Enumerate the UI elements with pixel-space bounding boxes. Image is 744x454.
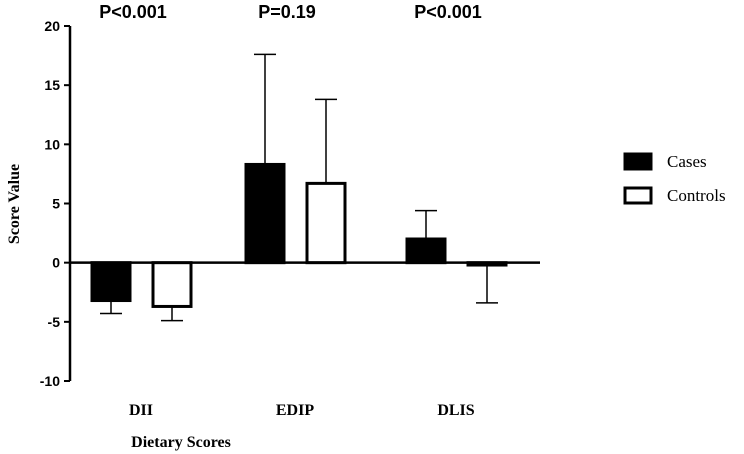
bar-cases-dii: [90, 261, 132, 303]
y-tick-label: 10: [44, 136, 60, 152]
plot-area: -10 -5 0 5 10 15 20 DII EDIP DLIS P<0.001 P=0.19 P<0…: [40, 2, 540, 419]
y-tick-label: 15: [44, 77, 60, 93]
bar-cases-dlis: [405, 237, 447, 265]
x-axis-label: Dietary Scores: [131, 434, 231, 451]
y-axis-label: Score Value: [6, 164, 23, 244]
p-value-annotation: P<0.001: [99, 2, 167, 22]
y-tick-label: -5: [48, 314, 61, 330]
legend-label-cases: Cases: [667, 152, 707, 171]
legend-swatch-controls: [623, 186, 653, 205]
bar-controls-edip: [305, 181, 347, 265]
x-tick-label: EDIP: [276, 402, 314, 419]
y-tick-label: -10: [40, 373, 60, 389]
legend-swatch-cases: [623, 152, 653, 171]
y-tick-label: 5: [52, 196, 60, 212]
y-tick-label: 20: [44, 18, 60, 34]
y-tick-label: 0: [52, 255, 60, 271]
p-value-annotation: P<0.001: [414, 2, 482, 22]
legend: Cases Controls: [623, 152, 726, 205]
bar-cases-edip: [244, 162, 286, 265]
x-tick-label: DII: [129, 402, 153, 419]
bar-controls-dii: [151, 261, 193, 308]
legend-label-controls: Controls: [667, 186, 726, 205]
x-tick-label: DLIS: [437, 402, 474, 419]
p-value-annotation: P=0.19: [258, 2, 316, 22]
